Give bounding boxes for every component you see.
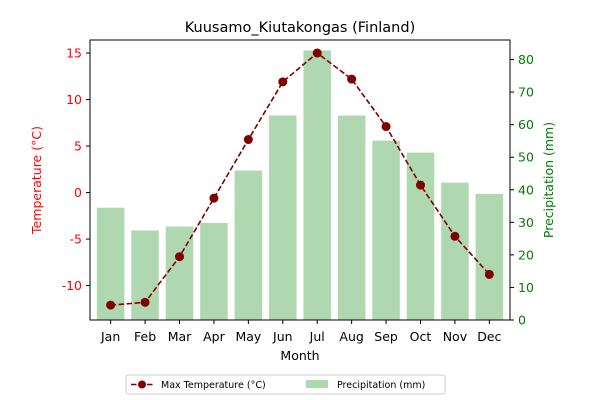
plot-frame [89, 39, 511, 321]
line-layer [106, 48, 494, 310]
y-right-tick-label: 10 [518, 280, 534, 295]
x-tick-label: Jan [100, 329, 120, 344]
x-tick-label: May [235, 329, 261, 344]
precip-bar [165, 226, 194, 320]
y-left-tick-label: -10 [62, 278, 82, 293]
temperature-point [347, 74, 357, 84]
y-left-tick-label: 5 [74, 139, 82, 154]
legend-label-temperature: Max Temperature (°C) [161, 380, 266, 391]
y-left-tick-label: 10 [66, 92, 82, 107]
y-right-tick-label: 50 [518, 150, 534, 165]
precip-bar [234, 170, 263, 320]
y-axis-left-label: Temperature (°C) [29, 126, 44, 235]
chart-title: Kuusamo_Kiutakongas (Finland) [185, 20, 415, 36]
temperature-line [110, 52, 490, 306]
y-right-tick-label: 20 [518, 247, 534, 262]
precip-bar [406, 152, 435, 320]
y-right-tick-label: 80 [518, 52, 534, 67]
temperature-point [450, 231, 460, 241]
y-right-tick-label: 30 [518, 215, 534, 230]
x-axis-label: Month [280, 348, 319, 363]
legend-box [125, 374, 446, 395]
temperature-point [140, 297, 150, 307]
x-tick-label: Nov [443, 329, 468, 344]
x-tick-label: Oct [410, 329, 432, 344]
bars-layer [96, 50, 504, 320]
precip-bar [372, 140, 400, 320]
legend: Max Temperature (°C) Precipitation (mm) [125, 374, 446, 395]
x-tick-label: Feb [134, 329, 156, 344]
temperature-point [175, 252, 185, 262]
temperature-point [106, 300, 116, 310]
temperature-point [415, 180, 425, 190]
x-tick-label: Jun [272, 329, 293, 344]
precip-bar [200, 222, 228, 320]
y-right-tick-label: 0 [518, 313, 526, 328]
x-tick-label: Dec [477, 329, 501, 344]
temperature-point [278, 77, 288, 87]
temperature-point [484, 269, 494, 279]
legend-label-precipitation: Precipitation (mm) [337, 380, 425, 391]
legend-marker-swatch [138, 380, 146, 389]
y-left-tick-label: 15 [66, 46, 82, 61]
y-axis-right-label: Precipitation (mm) [541, 122, 556, 238]
y-right-tick-label: 70 [518, 85, 534, 100]
y-left-tick-label: 0 [74, 185, 82, 200]
temperature-point [209, 193, 219, 203]
precip-bar [441, 182, 469, 320]
temperature-point [312, 48, 322, 58]
y-right-tick-label: 40 [518, 182, 534, 197]
legend-bar-swatch [306, 380, 328, 388]
temperature-point [243, 135, 253, 145]
x-tick-label: Apr [203, 329, 225, 344]
x-tick-label: Sep [374, 329, 398, 344]
y-left-tick-label: -5 [70, 232, 82, 247]
temperature-point [381, 122, 391, 132]
precip-bar [303, 50, 331, 320]
x-tick-label: Jul [309, 329, 325, 344]
axes-layer: Jan Feb Mar Apr May Jun Jul Aug Sep Oct Nov Dec -10 -… [62, 39, 534, 344]
x-tick-label: Mar [168, 329, 192, 344]
precip-bar [269, 115, 297, 320]
y-right-tick-label: 60 [518, 117, 534, 132]
precip-bar [475, 194, 504, 320]
x-tick-label: Aug [339, 329, 363, 344]
precip-bar [337, 115, 366, 320]
